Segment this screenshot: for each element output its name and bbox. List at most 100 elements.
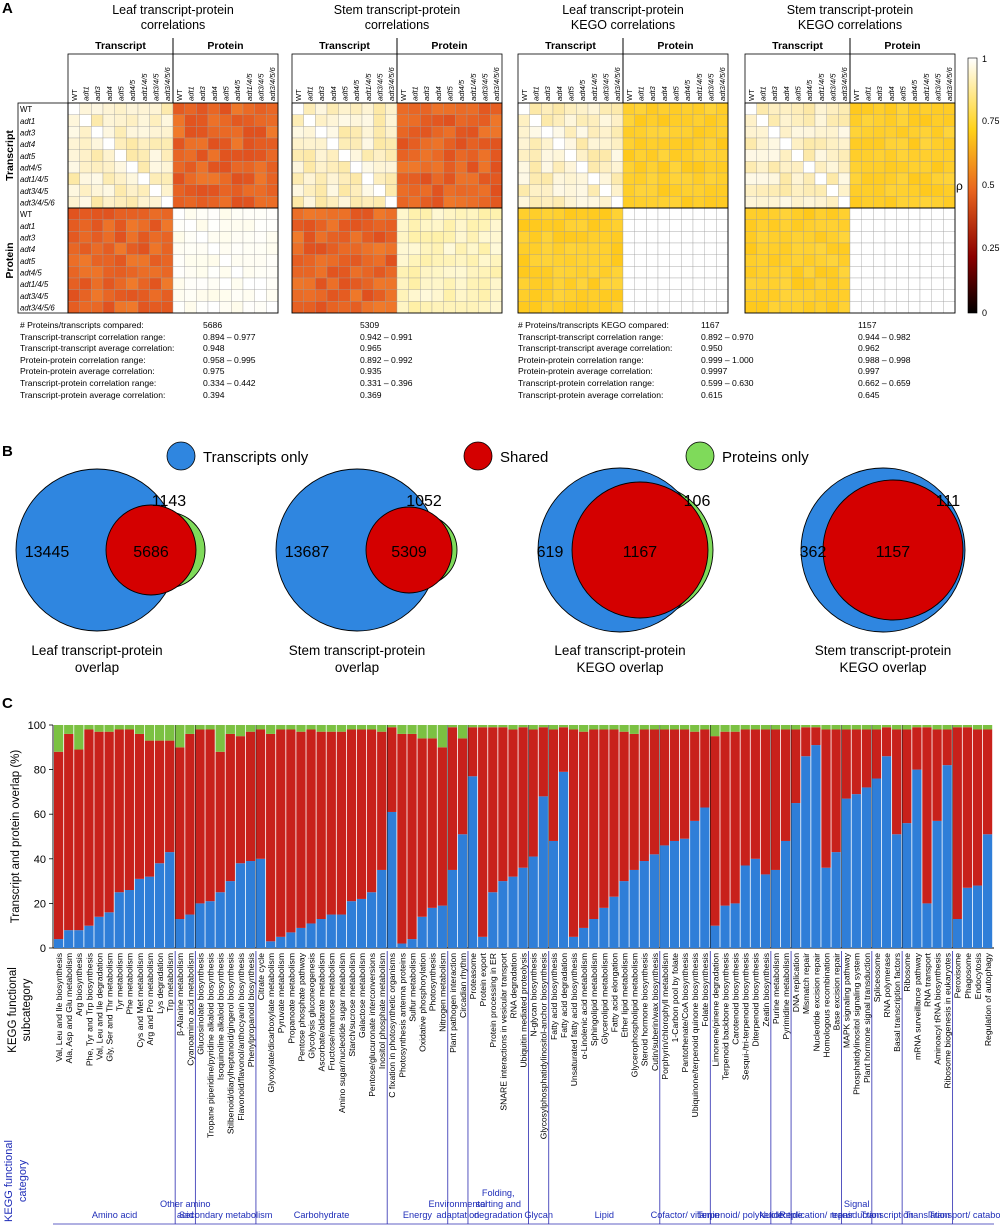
heatmap-cell xyxy=(455,149,468,162)
heatmap-cell xyxy=(744,207,757,220)
heatmap-cell xyxy=(552,114,565,127)
heatmap-cell xyxy=(326,149,339,162)
bar-segment-proteins xyxy=(538,725,548,728)
bar-segment-transcripts xyxy=(780,840,791,948)
stat-row: Protein-protein correlation range: 0.958 … xyxy=(20,354,413,367)
heatmap-cell xyxy=(756,254,769,267)
heatmap-cell xyxy=(744,137,757,150)
heatmap-cell xyxy=(291,114,304,127)
heatmap-cell xyxy=(254,149,267,162)
heatmap-cell xyxy=(114,207,127,220)
bar-segment-proteins xyxy=(599,725,609,730)
bar xyxy=(892,725,902,948)
heatmap-cell xyxy=(431,301,444,314)
heatmap-cell xyxy=(768,207,781,220)
heatmap-cell xyxy=(315,266,328,279)
bar-segment-proteins xyxy=(760,725,771,730)
heatmap-cell xyxy=(338,207,351,220)
colorbar-tick-1: 1 xyxy=(982,54,987,64)
heatmap-cell xyxy=(79,114,92,127)
heatmap-cell xyxy=(517,196,530,209)
bar-segment-shared xyxy=(478,727,488,937)
heatmap-cell xyxy=(908,266,921,279)
heatmap-cell xyxy=(207,231,220,244)
heatmap-cell xyxy=(756,207,769,220)
heatmap-cell xyxy=(849,126,862,139)
heatmap-cell xyxy=(908,242,921,255)
heatmap-cell xyxy=(385,219,398,232)
heatmap-cell xyxy=(849,277,862,290)
heatmap-cell xyxy=(91,207,104,220)
heatmap-cell xyxy=(849,231,862,244)
heatmap-cell xyxy=(908,231,921,244)
heatmap-cell xyxy=(396,114,409,127)
venn-caption-line1: Leaf transcript-protein xyxy=(31,643,162,658)
heatmap-cell xyxy=(704,184,717,197)
heatmap-cell xyxy=(791,289,804,302)
stat-value-leaf: 0.9997 xyxy=(701,366,728,377)
bar xyxy=(669,725,680,948)
bar-segment-proteins xyxy=(54,725,64,752)
category-label: Carbohydrate xyxy=(294,1210,350,1220)
col-label-adt3/4/5/6: adt3/4/5/6 xyxy=(718,66,727,101)
bar-segment-shared xyxy=(488,727,498,893)
heatmap-cell xyxy=(692,242,705,255)
heatmap-cell xyxy=(587,149,600,162)
heatmap-title-line1: Stem transcript-protein xyxy=(787,3,913,17)
heatmap-cell xyxy=(756,149,769,162)
heatmap-cell xyxy=(231,184,244,197)
x-tick-label: Pyrimidine metabolism xyxy=(781,953,791,1039)
heatmap-cell xyxy=(657,114,670,127)
heatmap-cell xyxy=(873,219,886,232)
heatmap-cell xyxy=(114,242,127,255)
heatmap-cell xyxy=(552,242,565,255)
heatmap-cell xyxy=(396,289,409,302)
stat-row: Transcript-transcript correlation range:… xyxy=(518,332,911,344)
heatmap-cell xyxy=(420,207,433,220)
col-label-adt3/4/5: adt3/4/5 xyxy=(481,73,490,101)
x-tick-label: Circadian rhythm xyxy=(458,953,468,1018)
heatmap-cell xyxy=(541,266,554,279)
bar-segment-proteins xyxy=(286,725,296,730)
heatmap-cell xyxy=(541,172,554,185)
heatmap-cell xyxy=(431,172,444,185)
bar-segment-proteins xyxy=(94,725,104,732)
heatmap-cell xyxy=(826,102,839,115)
bar-segment-proteins xyxy=(114,725,124,730)
heatmap-cell xyxy=(219,301,232,314)
x-tick-label: Phenylpropanoid biosynthesis xyxy=(246,953,256,1067)
heatmap-cell xyxy=(826,219,839,232)
heatmap-cell xyxy=(517,172,530,185)
bar-segment-transcripts xyxy=(498,881,508,948)
heatmap-cell xyxy=(114,277,127,290)
bar-segment-proteins xyxy=(730,725,740,732)
heatmap-cell xyxy=(517,161,530,174)
heatmap-cell xyxy=(490,126,503,139)
heatmap-cell xyxy=(326,242,339,255)
heatmap-cell xyxy=(137,231,150,244)
bar xyxy=(447,725,458,948)
heatmap-cell xyxy=(303,126,316,139)
heatmap-cell xyxy=(114,172,127,185)
col-label-adt3: adt3 xyxy=(317,85,326,101)
heatmap-cell xyxy=(587,102,600,115)
stat-value-leaf: 0.958 – 0.995 xyxy=(203,354,256,365)
heatmap-cell xyxy=(219,254,232,267)
stat-value-stem: 0.942 – 0.991 xyxy=(360,331,413,342)
bar xyxy=(680,725,690,948)
heatmap-cell xyxy=(231,231,244,244)
heatmap-cell xyxy=(149,266,162,279)
heatmap-cell xyxy=(849,254,862,267)
heatmap-cell xyxy=(161,196,174,209)
heatmap-cell xyxy=(919,149,932,162)
heatmap-cell xyxy=(599,114,612,127)
heatmap-cell xyxy=(207,196,220,209)
heatmap-cell xyxy=(219,114,232,127)
heatmap-cell xyxy=(231,219,244,232)
x-tick-label: Phagosome xyxy=(963,953,973,999)
heatmap-cell xyxy=(373,289,386,302)
bar-segment-shared xyxy=(326,731,336,915)
x-tick-label: Steroid hormone biosynthesis xyxy=(640,953,650,1066)
heatmap-panel: Leaf transcript-proteincorrelationsTrans… xyxy=(4,3,1000,318)
heatmap-cell xyxy=(564,277,577,290)
